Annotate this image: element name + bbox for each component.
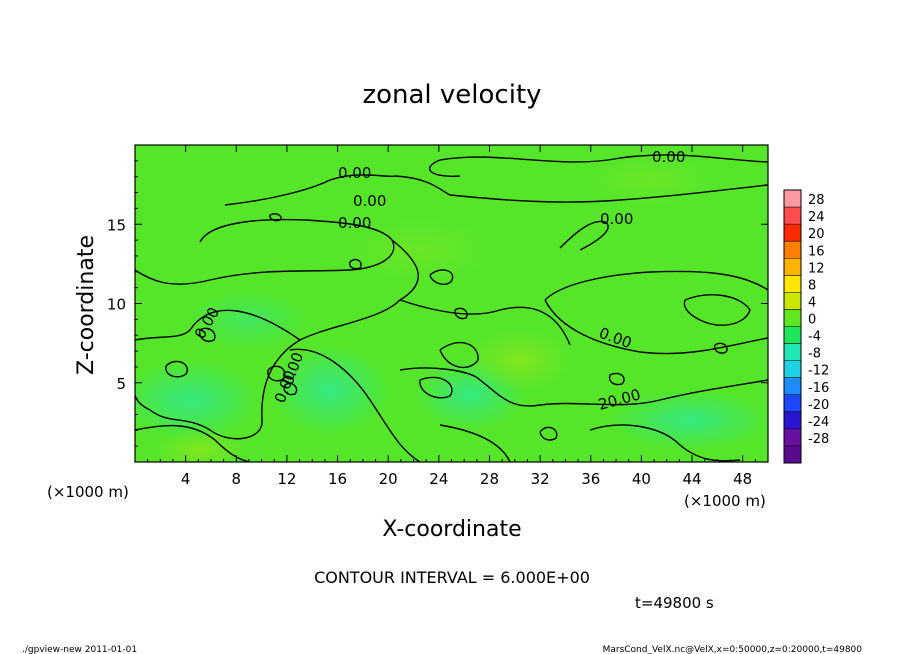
x-tick-label: 48 (733, 470, 752, 488)
x-tick-label: 4 (181, 470, 191, 488)
x-tick-label: 36 (581, 470, 600, 488)
colorbar-label: 16 (808, 244, 825, 259)
colorbar-label: 0 (808, 313, 816, 328)
colorbar-swatch (784, 428, 801, 447)
colorbar-label: -20 (808, 398, 829, 413)
contour-interval-text: CONTOUR INTERVAL = 6.000E+00 (314, 568, 590, 587)
y-axis-title: Z-coordinate (74, 235, 99, 375)
chart-title: zonal velocity (362, 80, 541, 110)
y-axis: 5 10 15 (107, 160, 768, 447)
colorbar-label: -8 (808, 347, 821, 362)
colorbar-swatch (784, 411, 801, 430)
colorbar-swatch (784, 377, 801, 396)
x-tick-label: 24 (429, 470, 448, 488)
colorbar-label: -4 (808, 330, 821, 345)
colorbar-swatch (784, 224, 801, 242)
y-tick-label: 10 (107, 296, 126, 314)
colorbar-label: 28 (808, 193, 825, 208)
x-tick-label: 40 (632, 470, 651, 488)
colorbar-swatch (784, 445, 801, 464)
colorbar-label: 24 (808, 210, 825, 225)
y-tick-label: 5 (116, 375, 126, 393)
colorbar: 28 24 20 16 12 8 4 0 -4 -8 -12 -16 -20 -24 -28 (783, 189, 829, 464)
time-text: t=49800 s (635, 594, 714, 612)
colorbar-label: 20 (808, 227, 825, 242)
x-axis-unit-left: (×1000 m) (47, 483, 129, 501)
x-tick-label: 8 (232, 470, 242, 488)
colorbar-label: -16 (808, 381, 829, 396)
colorbar-swatch (784, 292, 801, 310)
x-tick-label: 32 (531, 470, 550, 488)
x-tick-label: 28 (480, 470, 499, 488)
colorbar-swatch (784, 241, 801, 259)
x-tick-label: 12 (277, 470, 296, 488)
colorbar-swatch (784, 258, 801, 276)
colorbar-swatch (784, 190, 801, 208)
colorbar-label: -12 (808, 364, 829, 379)
x-tick-label: 16 (328, 470, 347, 488)
heatmap-field (135, 145, 768, 462)
x-axis-title: X-coordinate (382, 517, 521, 542)
colorbar-label: 8 (808, 278, 816, 293)
colorbar-label: 12 (808, 261, 825, 276)
contour-label: 0.00 (353, 192, 386, 210)
colorbar-label: -24 (808, 415, 829, 430)
colorbar-label: -28 (808, 432, 829, 447)
colorbar-swatch (784, 309, 801, 327)
colorbar-swatch (784, 207, 801, 225)
x-tick-label: 20 (379, 470, 398, 488)
contour-label: 0.00 (600, 210, 633, 228)
footer-right: MarsCond_VelX.nc@VelX,x=0:50000,z=0:2000… (603, 645, 863, 654)
y-tick-label: 15 (107, 216, 126, 234)
colorbar-label: 4 (808, 295, 816, 310)
colorbar-swatch (784, 394, 801, 413)
x-axis-unit-right: (×1000 m) (684, 492, 766, 510)
colorbar-swatch (784, 326, 801, 345)
x-tick-label: 44 (682, 470, 701, 488)
contour-label: 0.00 (338, 214, 371, 232)
contour-lines (135, 154, 768, 462)
colorbar-swatch (784, 275, 801, 293)
x-axis: 4 8 12 16 20 24 28 32 36 40 44 48 (147, 145, 756, 488)
contour-label: 0.00 (652, 148, 685, 166)
footer-left: ./gpview-new 2011-01-01 (22, 645, 137, 654)
colorbar-swatch (784, 343, 801, 362)
colorbar-swatch (784, 360, 801, 379)
contour-label: 0.00 (338, 164, 371, 182)
